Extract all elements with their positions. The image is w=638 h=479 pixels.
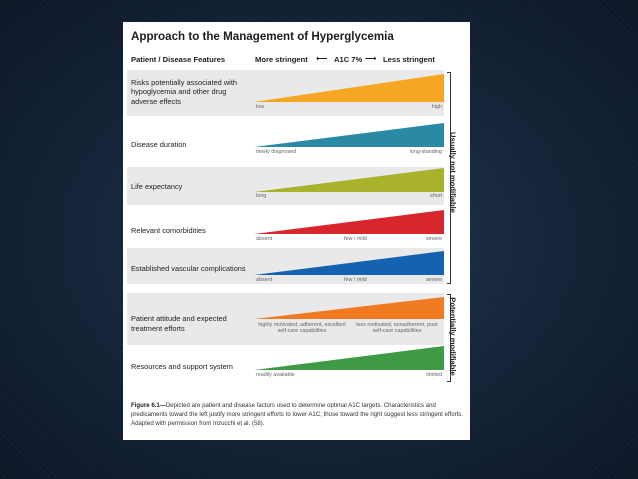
wedge-shape — [254, 251, 444, 275]
wedge-shape — [254, 123, 444, 147]
arrow-right-icon: ⟶ — [365, 54, 377, 63]
header-features: Patient / Disease Features — [131, 55, 226, 64]
scale-right-label: severe — [425, 277, 442, 283]
side-label-not-modifiable: Usually not modifiable — [448, 131, 458, 213]
scale-right-label: short — [430, 193, 442, 199]
wedge-shape — [254, 168, 444, 192]
header-a1c: A1C 7% — [334, 55, 363, 64]
scale-right-label: high — [431, 104, 442, 110]
row-background — [127, 293, 444, 345]
bracket-modifiable — [447, 294, 451, 382]
caption-label: Figure 6.1— — [131, 402, 166, 409]
scale-right-label: severe — [425, 236, 442, 242]
scale-left-label: absent — [256, 236, 273, 242]
bracket-not-modifiable — [447, 72, 451, 284]
wedge-shape — [254, 297, 444, 319]
header-more-stringent: More stringent — [255, 55, 308, 64]
scale-left-label: highly motivated, adherent, excellent se… — [258, 322, 346, 334]
row-label-resources-support: Resources and support system — [131, 362, 233, 372]
wedge-hypoglycemia-risk — [254, 74, 444, 102]
wedge-shape — [254, 210, 444, 234]
scale-right-label: long-standing — [409, 149, 442, 155]
scale-mid-label: few / mild — [344, 236, 367, 242]
wedge-life-expectancy — [254, 168, 444, 192]
scale-left-label: readily available — [256, 372, 295, 378]
scale-left-label: long — [256, 193, 267, 199]
side-label-modifiable: Potentially modifiable — [448, 297, 458, 376]
row-label-vascular-complications: Established vascular complications — [131, 264, 246, 274]
wedge-shape — [254, 346, 444, 370]
scale-right-label: limited — [426, 372, 442, 378]
row-label-disease-duration: Disease duration — [131, 140, 187, 150]
scale-right-label: less motivated, nonadherent, poor self-c… — [356, 322, 438, 334]
scale-left-label: low — [256, 104, 265, 110]
wedge-comorbidities — [254, 210, 444, 234]
header-less-stringent: Less stringent — [383, 55, 435, 64]
row-label-hypoglycemia-risk: Risks potentially associated with hypogl… — [131, 77, 237, 106]
figure-caption: Figure 6.1—Depicted are patient and dise… — [131, 401, 465, 429]
wedge-resources-support — [254, 346, 444, 370]
scale-mid-label: few / mild — [344, 277, 367, 283]
arrow-left-icon: ⟵ — [316, 54, 328, 63]
wedge-vascular-complications — [254, 251, 444, 275]
row-label-life-expectancy: Life expectancy — [131, 182, 183, 192]
scale-left-label: newly diagnosed — [256, 149, 297, 155]
scale-left-label: absent — [256, 277, 273, 283]
wedge-disease-duration — [254, 123, 444, 147]
figure-title: Approach to the Management of Hyperglyce… — [131, 30, 394, 43]
row-label-patient-attitude: Patient attitude and expected treatment … — [131, 314, 227, 333]
wedge-patient-attitude — [254, 297, 444, 319]
row-label-comorbidities: Relevant comorbidities — [131, 226, 206, 236]
wedge-shape — [254, 74, 444, 102]
caption-text: Depicted are patient and disease factors… — [131, 402, 464, 428]
figure-panel: Approach to the Management of Hyperglyce… — [123, 22, 470, 440]
